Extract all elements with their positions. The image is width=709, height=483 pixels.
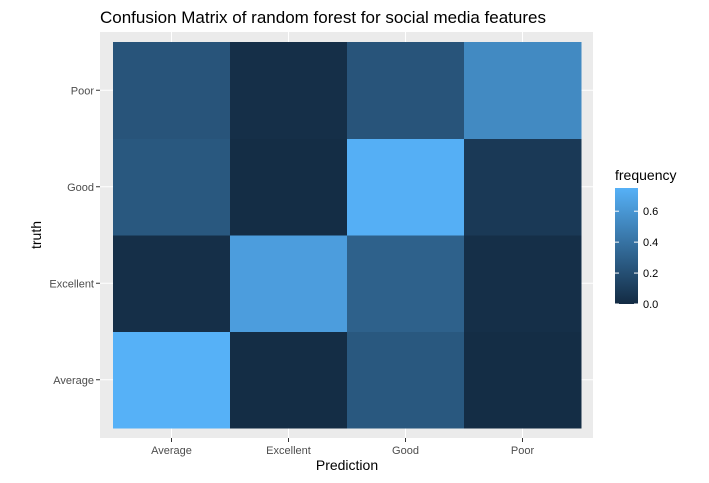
x-tick-label-poor: Poor xyxy=(511,445,535,457)
heatmap-cell-good-good xyxy=(347,138,465,236)
heatmap-cell-poor-excellent xyxy=(230,42,348,139)
legend-ticks: 0.0 0.2 0.4 0.6 xyxy=(615,206,658,311)
y-tick-label-poor: Poor xyxy=(71,85,95,97)
legend-color-bar xyxy=(615,188,638,304)
x-tick-label-good: Good xyxy=(392,445,419,457)
y-axis-title: truth xyxy=(28,221,44,249)
x-tick-label-average: Average xyxy=(151,445,192,457)
heatmap-cell-poor-poor xyxy=(464,42,582,139)
x-tick-label-excellent: Excellent xyxy=(266,445,311,457)
heatmap-cell-good-excellent xyxy=(230,138,348,236)
heatmap-cell-excellent-poor xyxy=(464,235,582,332)
heatmap-cell-average-poor xyxy=(464,331,582,429)
heatmap-cell-poor-average xyxy=(113,42,231,139)
y-tick-label-average: Average xyxy=(53,375,94,387)
y-tick-label-excellent: Excellent xyxy=(49,278,94,290)
x-axis-ticks: Average Excellent Good Poor xyxy=(151,438,534,457)
legend: frequency 0.0 0.2 0.4 0.6 xyxy=(615,167,676,311)
chart-title: Confusion Matrix of random forest for so… xyxy=(100,8,546,27)
heatmap-cell-excellent-excellent xyxy=(230,235,348,332)
legend-tick-label: 0.4 xyxy=(643,237,658,249)
heatmap-cell-average-average xyxy=(113,331,231,429)
legend-tick-label: 0.6 xyxy=(643,206,658,218)
heatmap-cell-average-good xyxy=(347,331,465,429)
legend-tick-label: 0.2 xyxy=(643,268,658,280)
heatmap-cells xyxy=(113,42,582,429)
heatmap-cell-excellent-average xyxy=(113,235,231,332)
legend-title: frequency xyxy=(615,167,676,183)
legend-tick-label: 0.0 xyxy=(643,299,658,311)
heatmap-cell-good-average xyxy=(113,138,231,236)
heatmap-cell-excellent-good xyxy=(347,235,465,332)
heatmap-cell-good-poor xyxy=(464,138,582,236)
y-tick-label-good: Good xyxy=(67,182,94,194)
x-axis-title: Prediction xyxy=(316,457,378,473)
heatmap-cell-average-excellent xyxy=(230,331,348,429)
y-axis-ticks: Average Excellent Good Poor xyxy=(49,85,100,387)
heatmap-cell-poor-good xyxy=(347,42,465,139)
